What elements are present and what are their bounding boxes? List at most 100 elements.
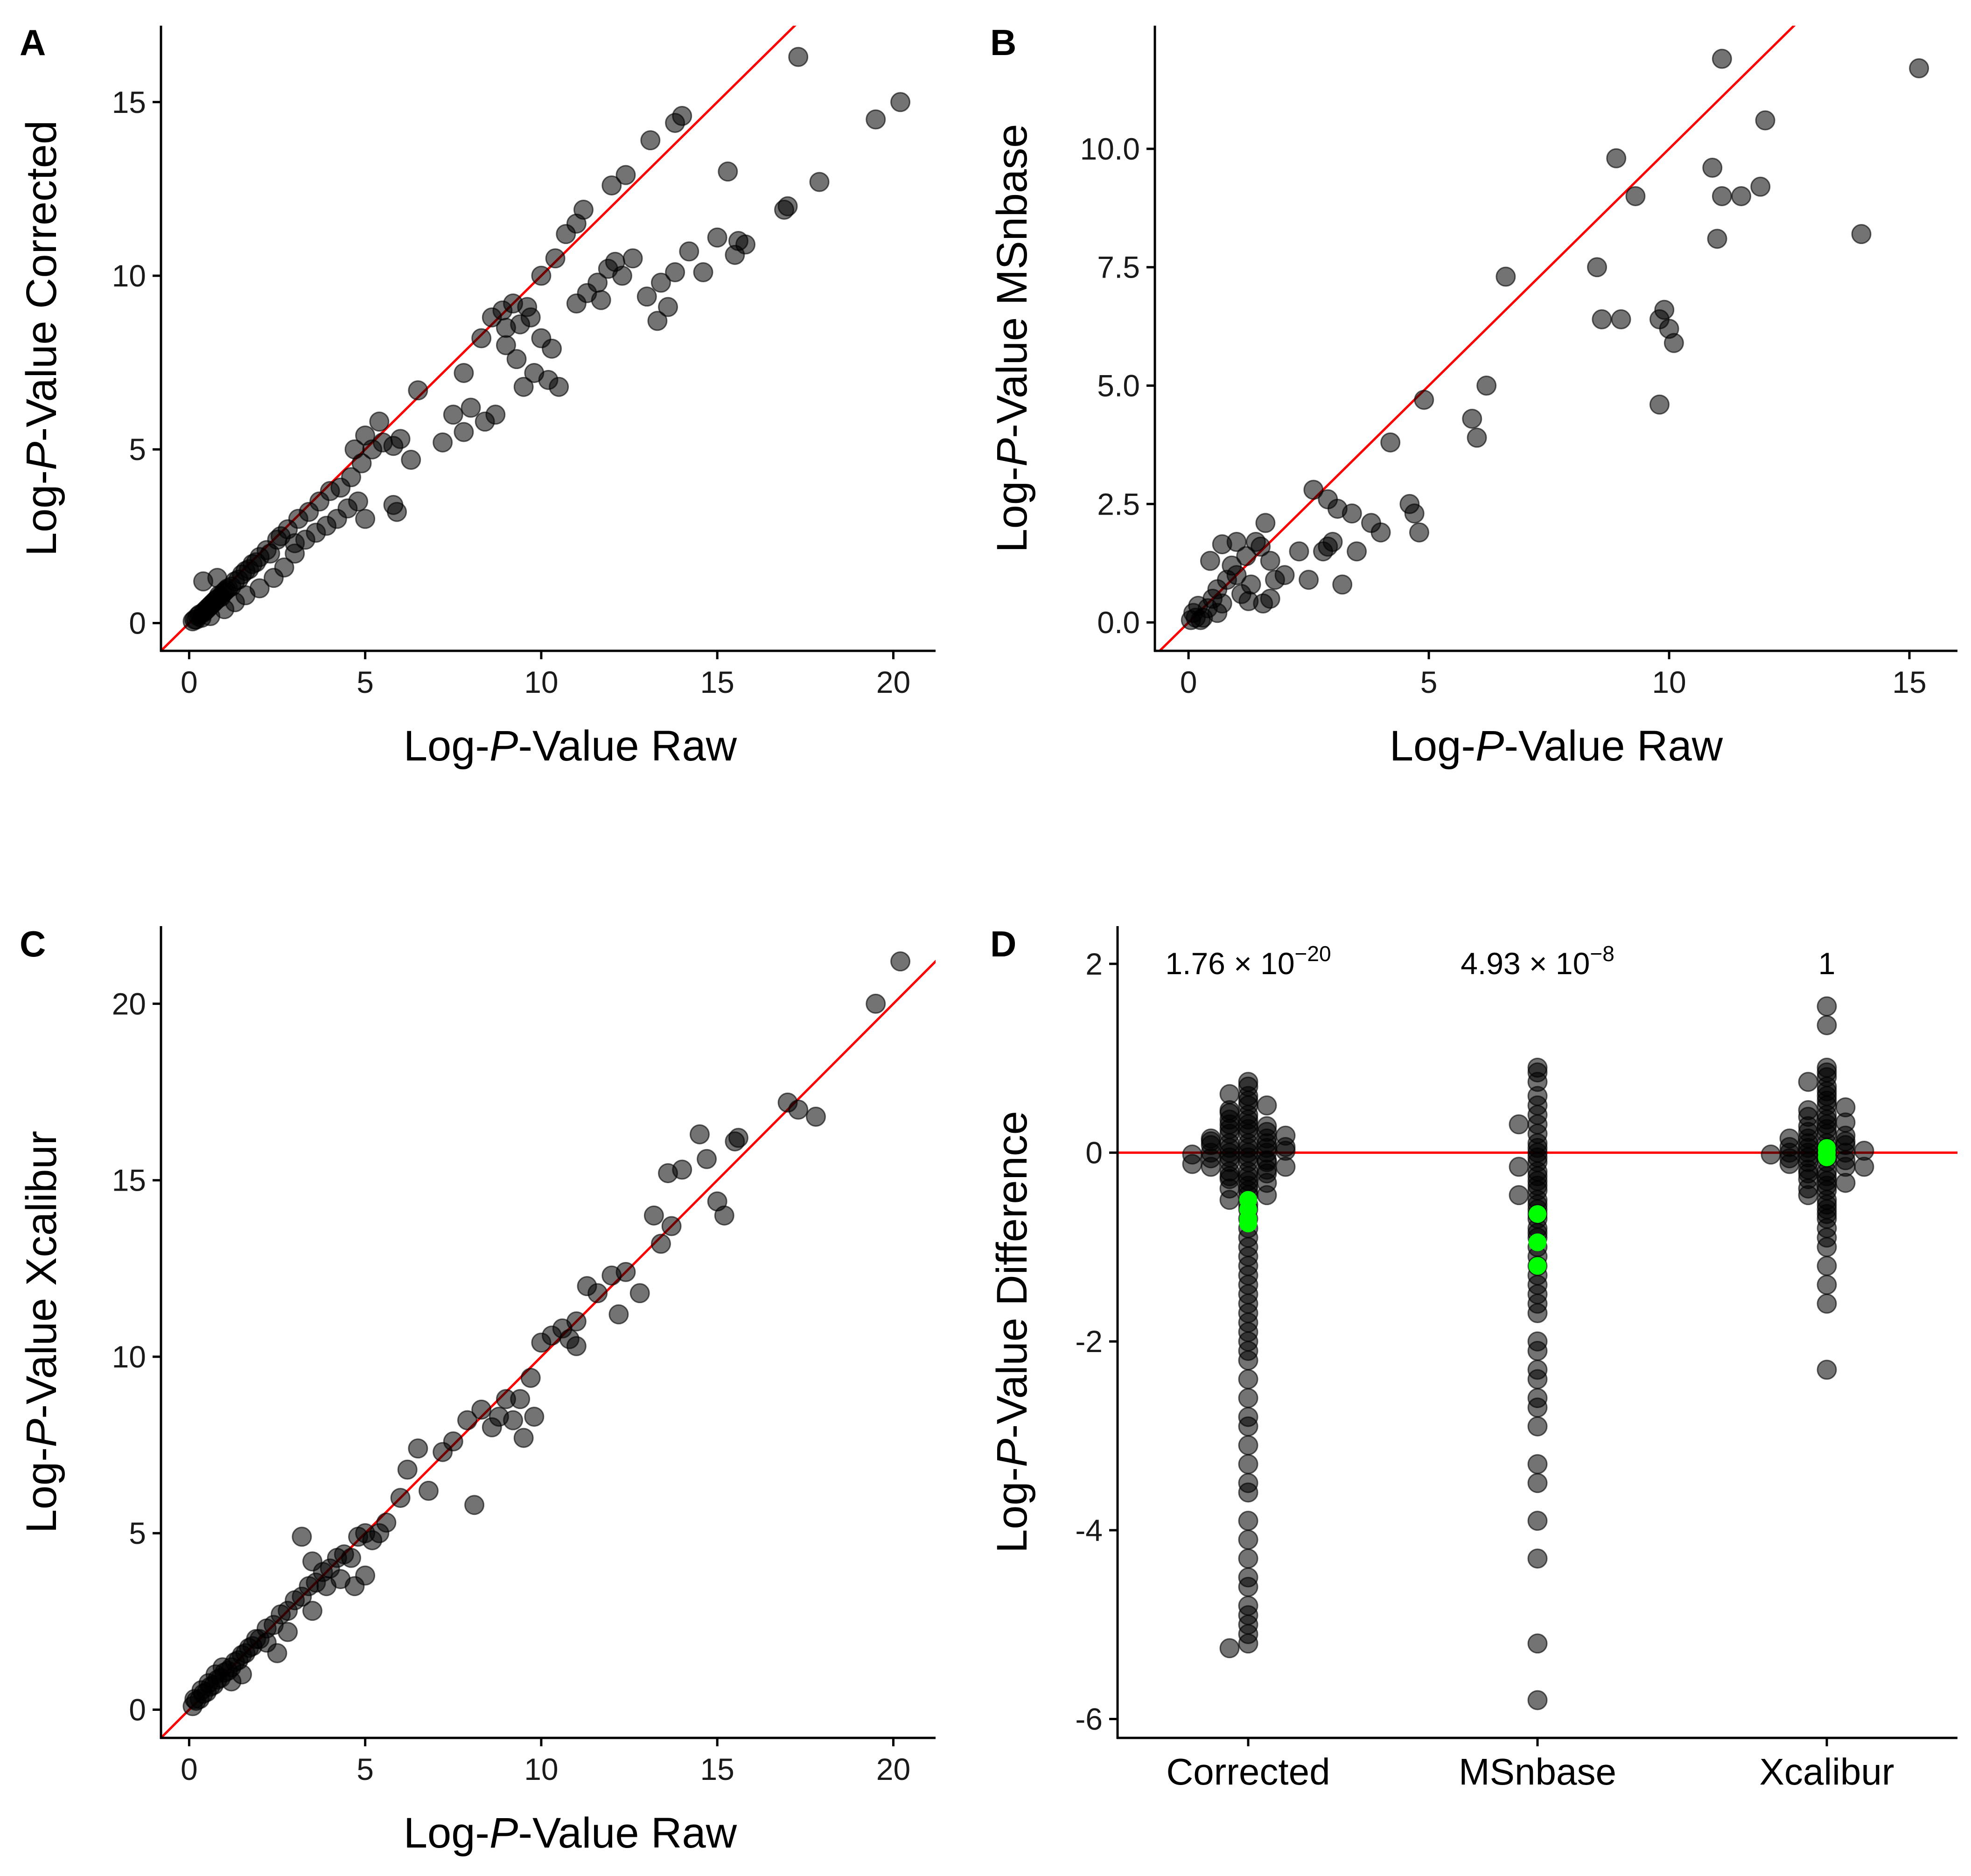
data-point [1467,427,1487,448]
x-tick-label: 0 [181,1752,198,1786]
y-axis-title-italic: P [988,438,1036,467]
data-point [774,200,795,220]
panel-label: C [20,923,46,964]
data-point [531,265,552,286]
data-point [341,1548,361,1568]
y-tick-label: 10.0 [1080,132,1140,166]
data-point [1649,394,1670,415]
p-value-times: × [1225,946,1260,981]
data-point [1817,1237,1837,1257]
data-point [212,1657,233,1678]
p-value-annotation: 1 [1818,946,1836,981]
data-point [1779,1128,1800,1149]
data-point [1702,158,1723,178]
data-point [1509,1114,1529,1135]
data-point [471,1399,492,1420]
data-point [1238,1633,1258,1654]
data-point [1527,1275,1548,1295]
data-point [1663,333,1684,353]
data-point [1817,1015,1837,1035]
data-point [1527,1454,1548,1474]
data-point [866,993,886,1014]
data-point [256,1632,277,1653]
data-point [1241,574,1261,595]
data-point [788,47,809,67]
data-point [464,1495,485,1515]
data-point [714,1205,734,1226]
data-point [344,439,365,460]
data-point [1527,1397,1548,1418]
data-point [249,578,270,599]
data-point [302,1601,322,1621]
data-points [1181,49,1929,630]
data-point [1527,1293,1548,1314]
data-point [1712,49,1732,69]
y-tick-label: 20 [112,986,146,1021]
data-point [689,1124,710,1144]
data-point [443,1431,463,1452]
reference-line [1158,26,1796,651]
y-axis-title-prefix: Log- [18,470,65,556]
y-tick-label: -6 [1075,1702,1103,1737]
x-axis-title-suffix: -Value Raw [1504,722,1723,770]
y-tick-label: 15 [112,1163,146,1198]
data-point [418,1480,439,1501]
data-point [1226,532,1247,552]
data-point [1404,503,1425,524]
data-point [1219,1084,1240,1104]
data-point [1332,574,1353,595]
data-point [216,580,237,600]
data-point [1509,1185,1529,1206]
y-tick-label: 0 [1085,1136,1103,1170]
y-tick-label: 0 [129,1692,146,1727]
data-point [1274,565,1295,586]
data-point [1854,1157,1874,1177]
data-point [443,404,463,425]
data-point [355,1565,376,1586]
x-axis-title-italic: P [1475,722,1504,770]
y-axis-title-suffix: -Value Xcalibur [18,1131,65,1419]
data-point [679,241,699,262]
data-point [510,1389,531,1409]
data-point [549,377,569,397]
data-point [1496,266,1516,287]
data-point [1712,186,1732,206]
data-point [1817,1255,1837,1276]
data-point [1851,224,1872,244]
data-point [1606,148,1627,168]
data-point [1462,409,1482,429]
data-point [1798,1100,1818,1121]
data-point [397,1459,418,1480]
data-point [640,130,661,151]
data-point [401,450,421,470]
x-tick-label: 10 [524,1752,558,1786]
data-points [182,951,911,1716]
data-point [647,311,668,331]
data-point [1527,1095,1548,1116]
data-point [302,1551,322,1572]
y-axis-title: Log-P-Value MSnbase [988,124,1036,553]
data-point [1219,1178,1240,1199]
data-point [1835,1097,1856,1117]
y-tick-label: 2.5 [1097,487,1140,521]
data-point [355,425,376,446]
data-point [1527,1511,1548,1531]
data-point [1303,480,1324,500]
x-tick-label: 20 [876,665,910,699]
data-point [1238,1416,1258,1437]
x-axis-title-italic: P [489,1809,518,1857]
data-point [1275,1137,1296,1157]
data-point [387,502,407,522]
y-axis-title-italic: P [18,1419,65,1447]
highlight-point [1529,1205,1546,1223]
data-point [809,172,830,192]
y-tick-label: -2 [1075,1324,1103,1359]
data-point [629,1283,650,1304]
data-point [1798,1072,1818,1092]
data-point [725,1131,745,1151]
data-point [718,161,738,182]
data-point [390,1488,411,1508]
data-point [1238,1454,1258,1474]
